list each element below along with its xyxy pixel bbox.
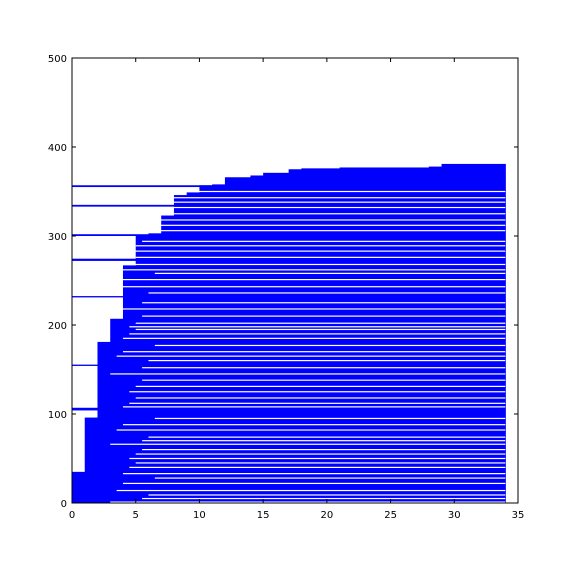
x-tick-label-0: 0 (69, 510, 75, 521)
bar-gap-30 (122, 337, 506, 339)
bar-gap-52 (122, 206, 506, 209)
y-tick-label-4: 400 (48, 143, 67, 154)
staircase-bar-12 (224, 177, 251, 503)
bar-gap-9 (129, 457, 506, 460)
bar-gap-28 (122, 351, 506, 353)
bar-gap-0 (110, 501, 506, 503)
extended-bar-1 (72, 364, 506, 366)
x-tick-label-1: 5 (133, 510, 139, 521)
bar-gap-47 (142, 240, 506, 242)
bar-gap-41 (154, 272, 506, 274)
bar-gap-46 (135, 245, 506, 247)
axes-frame (71, 57, 519, 504)
extended-bar-6 (72, 185, 506, 188)
x-tick-label-7: 35 (512, 510, 525, 521)
axes: 0 5 10 15 20 25 30 35 0 100 200 300 400 500 (48, 54, 524, 521)
staircase-bar-4 (122, 265, 137, 503)
staircase-bar-17 (339, 167, 430, 503)
bar-gap-33 (129, 326, 506, 328)
bar-gap-50 (148, 219, 506, 221)
bar-gap-26 (148, 360, 506, 362)
staircase-bar-7 (161, 215, 175, 503)
bar-gap-37 (142, 302, 506, 304)
extended-bar-4 (72, 234, 506, 236)
bar-gap-7 (129, 466, 506, 468)
staircase-bar-3 (110, 318, 124, 503)
bar-gap-12 (110, 443, 506, 445)
staircase-bar-2 (97, 341, 111, 503)
staircase-bar-8 (173, 195, 188, 503)
staircase-bar-11 (212, 184, 226, 503)
x-tick-label-4: 20 (320, 510, 333, 521)
extended-bar-0 (72, 407, 506, 411)
bar-gap-40 (122, 279, 506, 281)
extended-bar-3 (72, 258, 506, 261)
bar-gap-10 (135, 453, 506, 455)
bar-gap-32 (135, 328, 506, 331)
y-tick-label-2: 200 (48, 321, 67, 332)
bar-gap-24 (110, 373, 506, 375)
extended-bar-5 (72, 204, 506, 207)
bar-gap-16 (122, 424, 506, 426)
bar-gap-53 (154, 201, 506, 203)
bar-gap-2 (148, 494, 506, 496)
bar-gap-51 (116, 213, 506, 215)
bar-gap-25 (142, 367, 506, 369)
bar-gap-55 (129, 190, 506, 193)
bar-gap-48 (110, 230, 506, 232)
bar-gap-21 (129, 391, 506, 393)
staircase-bar-10 (199, 185, 213, 503)
bar-gap-45 (129, 250, 506, 252)
bar-gap-29 (154, 344, 506, 347)
bar-gap-20 (135, 397, 506, 399)
bar-gap-31 (129, 333, 506, 335)
x-tick-label-2: 10 (193, 510, 206, 521)
bar-gap-15 (116, 429, 506, 431)
staircase-bar-9 (186, 192, 201, 503)
bar-gap-18 (122, 406, 506, 408)
staircase-bar-1 (84, 417, 99, 503)
y-tick-label-0: 0 (61, 499, 67, 510)
bar-gap-49 (142, 224, 506, 226)
bar-gap-6 (122, 473, 506, 475)
bar-gap-27 (116, 355, 506, 357)
extended-bar-2 (72, 296, 506, 298)
y-tick-label-1: 100 (48, 410, 67, 421)
staircase-bar-15 (288, 169, 302, 503)
bar-gap-14 (148, 436, 506, 438)
y-tick-label-3: 300 (48, 232, 67, 243)
bar-gap-22 (135, 385, 506, 388)
bar-gap-38 (148, 292, 506, 294)
bar-gap-19 (129, 402, 506, 404)
bar-gap-5 (154, 477, 506, 479)
bar-gap-1 (142, 497, 506, 500)
bar-gap-39 (116, 286, 506, 288)
staircase-bar-16 (301, 168, 341, 504)
bar-gap-11 (142, 449, 506, 451)
bar-gap-3 (116, 489, 506, 492)
x-tick-label-3: 15 (257, 510, 270, 521)
bar-gap-4 (122, 482, 506, 485)
bar-gap-13 (142, 440, 506, 442)
plot-area (72, 163, 506, 504)
bar-gap-44 (135, 256, 506, 258)
bar-gap-43 (129, 263, 506, 266)
y-tick-label-5: 500 (48, 54, 67, 65)
bar-gap-35 (142, 315, 506, 317)
staircase-bar-0 (72, 471, 86, 503)
bar-gap-23 (142, 379, 506, 381)
x-tick-label-6: 30 (448, 510, 461, 521)
bar-gap-36 (110, 308, 506, 310)
staircase-bar-18 (428, 166, 443, 503)
bar-gap-34 (135, 322, 506, 324)
bar-gap-8 (135, 462, 506, 464)
x-tick-label-5: 25 (384, 510, 397, 521)
bar-gap-54 (122, 197, 506, 199)
bar-gap-42 (122, 269, 506, 271)
bar-gap-17 (154, 417, 506, 420)
